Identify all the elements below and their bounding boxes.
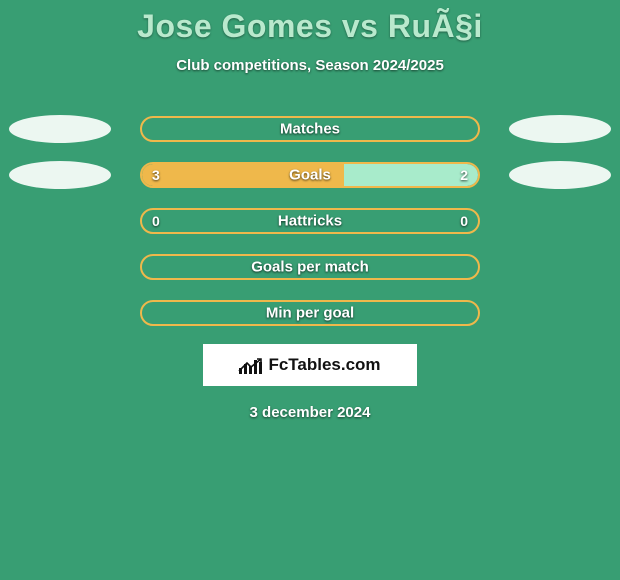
page-title: Jose Gomes vs RuÃ§i bbox=[137, 8, 483, 45]
stat-label: Min per goal bbox=[266, 305, 354, 322]
subtitle: Club competitions, Season 2024/2025 bbox=[176, 57, 444, 74]
stat-label: Hattricks bbox=[278, 213, 342, 230]
bubble-right bbox=[509, 115, 611, 143]
date: 3 december 2024 bbox=[250, 404, 371, 421]
fill-right bbox=[344, 164, 478, 186]
chart-icon bbox=[239, 356, 262, 374]
stat-label: Goals bbox=[289, 167, 331, 184]
bubble-right bbox=[509, 161, 611, 189]
stat-pill: Hattricks 0 0 bbox=[140, 208, 480, 234]
stats-container: Matches Goals 3 2 Hattricks 0 0 Goals per match… bbox=[0, 116, 620, 326]
stat-pill: Goals 3 2 bbox=[140, 162, 480, 188]
stat-row: Goals per match bbox=[0, 254, 620, 280]
bubble-left bbox=[9, 115, 111, 143]
stat-pill: Matches bbox=[140, 116, 480, 142]
stat-label: Matches bbox=[280, 121, 340, 138]
stat-row: Goals 3 2 bbox=[0, 162, 620, 188]
value-left: 3 bbox=[152, 167, 160, 183]
stat-row: Min per goal bbox=[0, 300, 620, 326]
stat-row: Matches bbox=[0, 116, 620, 142]
bubble-left bbox=[9, 161, 111, 189]
value-left: 0 bbox=[152, 213, 160, 229]
stat-label: Goals per match bbox=[251, 259, 369, 276]
stat-row: Hattricks 0 0 bbox=[0, 208, 620, 234]
stat-pill: Goals per match bbox=[140, 254, 480, 280]
stat-pill: Min per goal bbox=[140, 300, 480, 326]
brand-text: FcTables.com bbox=[268, 355, 380, 375]
value-right: 0 bbox=[460, 213, 468, 229]
value-right: 2 bbox=[460, 167, 468, 183]
brand-box: FcTables.com bbox=[203, 344, 417, 386]
